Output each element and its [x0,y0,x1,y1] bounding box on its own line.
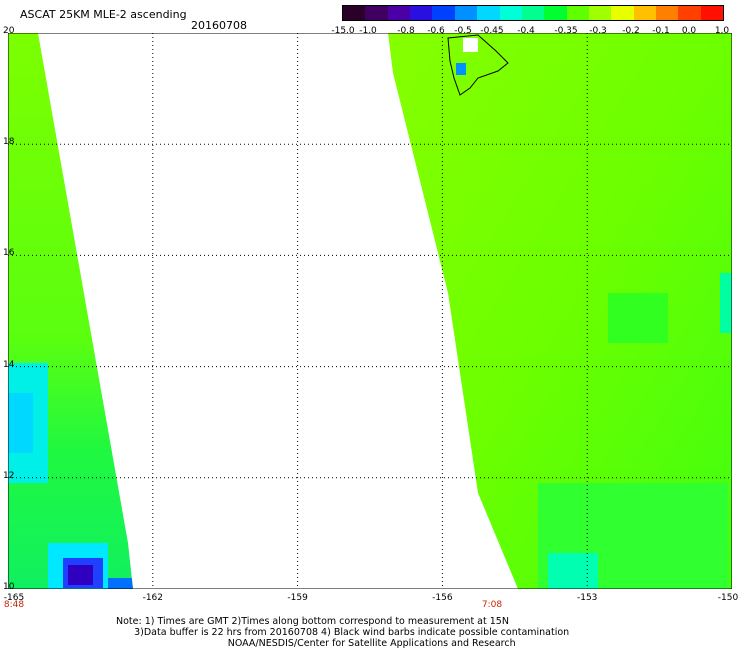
colorbar-swatch [432,6,455,20]
colorbar-label: 1.0 [714,26,730,36]
colorbar-swatch [365,6,388,20]
colorbar-swatch [410,6,433,20]
lon-label: -159 [287,593,308,603]
colorbar-swatch [633,6,657,20]
colorbar-label: -0.1 [652,26,670,36]
map-date: 20160708 [191,19,247,32]
lon-label: -156 [432,593,453,603]
colorbar-swatch [544,6,567,20]
left-swath [8,33,133,589]
colorbar-swatch [678,6,701,20]
time-label: 8:48 [3,600,25,610]
colorbar-label: -0.4 [517,26,535,36]
colorbar-swatch [521,6,545,20]
map-plot [8,33,732,589]
colorbar-label: -15.0 [331,26,355,36]
lon-label: -153 [576,593,598,603]
colorbar-label: -1.0 [359,26,377,36]
colorbar-label: -0.3 [589,26,607,36]
colorbar-label: -0.5 [454,26,472,36]
map-title: ASCAT 25KM MLE-2 ascending [20,8,187,21]
colorbar-label: -0.35 [554,26,578,36]
colorbar-label: -0.6 [427,26,445,36]
colorbar-swatch [387,6,411,20]
colorbar-swatch [499,6,522,20]
lon-label: -165 [3,593,25,603]
lat-label: 18 [3,137,15,148]
colorbar-swatch [611,6,634,20]
time-label: 7:08 [481,600,503,610]
colorbar-labels: -15.0 -1.0 -0.8 -0.6 -0.5 -0.45 -0.4 -0.35 -0.3 -… [330,26,740,38]
colorbar-swatch [343,6,366,20]
lat-label: 16 [3,248,15,259]
grid-lines [8,33,732,589]
colorbar-swatch [477,6,500,20]
colorbar-label: -0.8 [397,26,415,36]
lon-label: -150 [717,593,739,603]
colorbar-label: 0.0 [681,26,697,36]
lat-label: 12 [3,470,15,481]
lon-label: -162 [142,593,164,603]
island-outline [447,34,509,96]
colorbar-swatch [566,6,589,20]
right-swath [388,33,732,589]
colorbar-swatch [700,6,724,20]
lat-label: 20 [3,26,15,36]
lat-label: 10 [3,582,15,592]
colorbar-label: -0.2 [622,26,640,36]
colorbar-swatch [656,6,679,20]
map-svg [8,33,732,589]
notes-text: Note: 1) Times are GMT 2)Times along bot… [116,616,570,649]
colorbar-swatch [454,6,478,20]
colorbar-label: -0.45 [480,26,504,36]
lat-label: 14 [3,359,15,370]
colorbar-swatch [588,6,612,20]
colorbar [342,5,724,21]
